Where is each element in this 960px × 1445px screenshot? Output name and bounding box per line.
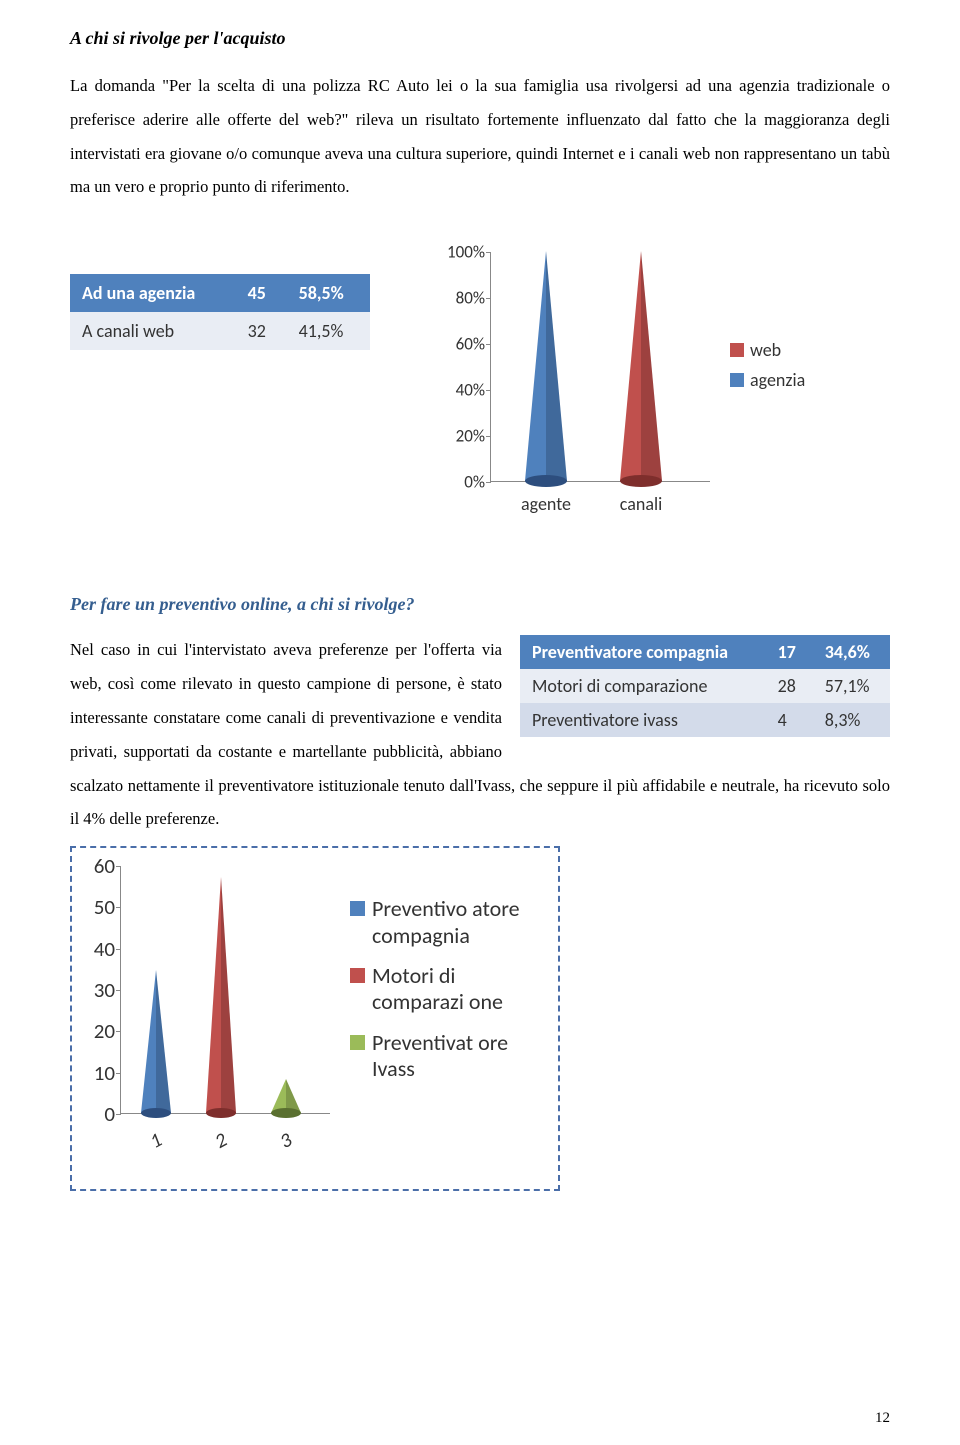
chart1-xlabel: canali xyxy=(620,493,662,515)
legend-item: Motori di comparazi one xyxy=(350,963,542,1016)
chart-preventivatori: 0102030405060123 Preventivo atore compag… xyxy=(72,848,558,1189)
chart2-xlabel: 3 xyxy=(276,1128,296,1154)
chart2-ytick: 60 xyxy=(79,853,115,879)
chart2-ytick: 20 xyxy=(79,1018,115,1044)
chart2-ytick: 40 xyxy=(79,936,115,962)
chart1-cone xyxy=(525,251,567,481)
legend-item: agenzia xyxy=(730,369,805,391)
chart2-plot-area: 0102030405060123 xyxy=(120,866,330,1114)
table-cell-pct: 34,6% xyxy=(813,635,890,669)
table-row: Preventivatore ivass 4 8,3% xyxy=(520,703,890,737)
chart2-ytick: 30 xyxy=(79,977,115,1003)
section1-paragraph: La domanda "Per la scelta di una polizza… xyxy=(70,69,890,204)
page-number: 12 xyxy=(875,1410,890,1427)
table-cell-count: 28 xyxy=(766,669,813,703)
chart1-ytick: 60% xyxy=(435,334,485,355)
table-cell-count: 17 xyxy=(766,635,813,669)
table-cell-label: Preventivatore compagnia xyxy=(520,635,766,669)
chart1-ytick: 40% xyxy=(435,380,485,401)
table-cell-label: Ad una agenzia xyxy=(70,274,236,312)
table-cell-label: Preventivatore ivass xyxy=(520,703,766,737)
chart2-ytick: 50 xyxy=(79,894,115,920)
section1-heading: A chi si rivolge per l'acquisto xyxy=(70,28,890,49)
chart1-xlabel: agente xyxy=(521,493,571,515)
legend-swatch xyxy=(730,343,744,357)
legend-label: Motori di comparazi one xyxy=(372,963,542,1016)
legend-item: Preventivat ore Ivass xyxy=(350,1030,542,1083)
chart2-cone xyxy=(141,970,171,1113)
chart1-ytick: 80% xyxy=(435,288,485,309)
legend-label: web xyxy=(750,339,781,361)
table-cell-pct: 8,3% xyxy=(813,703,890,737)
table-cell-count: 45 xyxy=(236,274,287,312)
table-cell-count: 32 xyxy=(236,312,287,350)
legend-swatch xyxy=(730,373,744,387)
table-cell-pct: 58,5% xyxy=(287,274,370,312)
row-table-chart-1: Ad una agenzia 45 58,5% A canali web 32 … xyxy=(70,244,890,534)
chart2-ytick: 10 xyxy=(79,1060,115,1086)
table-row: Ad una agenzia 45 58,5% xyxy=(70,274,370,312)
table-cell-label: A canali web xyxy=(70,312,236,350)
chart2-ytick: 0 xyxy=(79,1101,115,1127)
legend-swatch xyxy=(350,901,365,916)
section2-heading: Per fare un preventivo online, a chi si … xyxy=(70,594,890,615)
chart1-legend: web agenzia xyxy=(730,339,805,399)
chart1-ytick: 20% xyxy=(435,426,485,447)
table-row: A canali web 32 41,5% xyxy=(70,312,370,350)
chart2-legend: Preventivo atore compagnia Motori di com… xyxy=(350,896,542,1096)
legend-swatch xyxy=(350,968,365,983)
table-cell-label: Motori di comparazione xyxy=(520,669,766,703)
table-cell-count: 4 xyxy=(766,703,813,737)
legend-item: Preventivo atore compagnia xyxy=(350,896,542,949)
chart2-xlabel: 1 xyxy=(146,1128,166,1154)
table-cell-pct: 57,1% xyxy=(813,669,890,703)
table-row: Motori di comparazione 28 57,1% xyxy=(520,669,890,703)
chart2-cone xyxy=(271,1079,301,1113)
legend-item: web xyxy=(730,339,805,361)
chart1-cone xyxy=(620,251,662,481)
legend-swatch xyxy=(350,1035,365,1050)
chart1-plot-area: 0%20%40%60%80%100%agentecanali xyxy=(490,252,710,482)
chart2-cone xyxy=(206,877,236,1113)
chart1-ytick: 0% xyxy=(435,472,485,493)
chart2-xlabel: 2 xyxy=(211,1128,231,1154)
table-cell-pct: 41,5% xyxy=(287,312,370,350)
chart-agenzia-vs-web: 0%20%40%60%80%100%agentecanali web agenz… xyxy=(430,244,830,534)
chart-preventivatori-outer: 0102030405060123 Preventivo atore compag… xyxy=(70,846,560,1191)
table-preventivatori: Preventivatore compagnia 17 34,6% Motori… xyxy=(520,635,890,737)
legend-label: Preventivat ore Ivass xyxy=(372,1030,542,1083)
table-row: Preventivatore compagnia 17 34,6% xyxy=(520,635,890,669)
legend-label: Preventivo atore compagnia xyxy=(372,896,542,949)
table-agenzia-web: Ad una agenzia 45 58,5% A canali web 32 … xyxy=(70,274,370,350)
table-preventivatori-wrap: Preventivatore compagnia 17 34,6% Motori… xyxy=(520,635,890,737)
legend-label: agenzia xyxy=(750,369,805,391)
chart1-ytick: 100% xyxy=(435,242,485,263)
